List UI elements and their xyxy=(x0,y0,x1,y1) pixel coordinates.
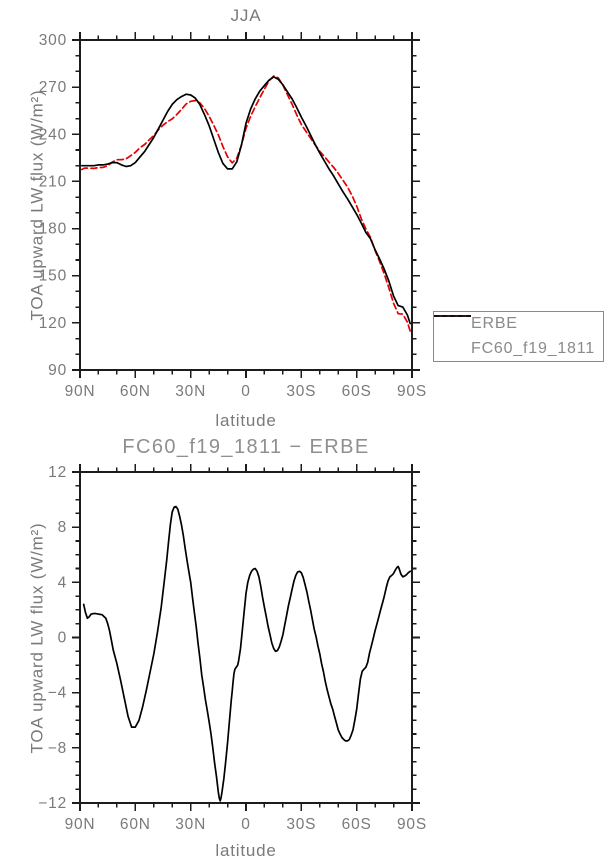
series-line-fc60-f19-1811 xyxy=(80,76,412,325)
legend-label-erbe: ERBE xyxy=(471,315,518,332)
top-x-axis-label: latitude xyxy=(215,411,277,430)
y-tick-label: −8 xyxy=(48,740,67,757)
y-tick-label: 210 xyxy=(39,173,67,190)
y-tick-label: 300 xyxy=(39,32,67,49)
plot-border xyxy=(79,471,413,804)
x-tick-label: 0 xyxy=(241,816,250,833)
legend-label-model: FC60_f19_1811 xyxy=(471,340,595,357)
x-tick-label: 90S xyxy=(397,383,427,400)
bottom-chart-title: FC60_f19_1811 − ERBE xyxy=(122,436,370,458)
model-solid-line-sample xyxy=(434,315,471,353)
top-chart-title: JJA xyxy=(230,6,262,25)
top-chart: 90N 60N 30N 0 30S 60S 90S 90 120 150 180 210 240 270 3… xyxy=(39,32,427,400)
x-tick-label: 30N xyxy=(175,816,206,833)
series-line-erbe xyxy=(80,75,412,333)
y-tick-label: −12 xyxy=(38,795,67,812)
x-tick-label: 60S xyxy=(342,816,372,833)
x-tick-label: 60N xyxy=(120,816,151,833)
y-tick-label: 0 xyxy=(58,630,67,647)
series-line-fc60-f19-1811-erbe xyxy=(82,505,412,802)
x-axis-ticks xyxy=(79,32,413,378)
y-axis-ticks xyxy=(72,39,420,371)
y-tick-label: 240 xyxy=(39,126,67,143)
y-tick-label: 120 xyxy=(39,315,67,332)
legend-line-glyph xyxy=(434,315,471,317)
legend-box: ERBE FC60_f19_1811 xyxy=(433,311,604,362)
y-axis-ticks xyxy=(72,471,420,804)
x-tick-label: 60S xyxy=(342,383,372,400)
x-axis-ticks xyxy=(79,464,413,811)
erbe-dashed-line-sample xyxy=(434,315,471,328)
y-tick-label: 12 xyxy=(48,464,67,481)
bottom-y-axis-label: TOA upward LW flux (W/m²) xyxy=(27,522,47,754)
x-tick-label: 60N xyxy=(120,383,151,400)
x-tick-label: 90S xyxy=(397,816,427,833)
x-tick-label: 90N xyxy=(65,383,96,400)
bottom-chart: 90N 60N 30N 0 30S 60S 90S −12 −8 −4 0 4 8 12 xyxy=(38,464,427,833)
x-tick-label: 0 xyxy=(241,383,250,400)
legend-row-model: FC60_f19_1811 xyxy=(434,315,603,360)
x-tick-label: 90N xyxy=(65,816,96,833)
y-tick-label: 270 xyxy=(39,79,67,96)
x-tick-label: 30S xyxy=(286,816,316,833)
y-tick-label: 90 xyxy=(48,362,67,379)
y-tick-label: 4 xyxy=(58,574,67,591)
y-tick-label: 8 xyxy=(58,519,67,536)
x-tick-label: 30N xyxy=(175,383,206,400)
y-tick-label: 150 xyxy=(39,268,67,285)
x-tick-label: 30S xyxy=(286,383,316,400)
y-tick-label: −4 xyxy=(48,685,67,702)
plot-border xyxy=(79,39,413,371)
bottom-x-axis-label: latitude xyxy=(215,841,277,860)
top-y-axis-label: TOA upward LW flux (W/m²) xyxy=(27,89,47,321)
y-tick-label: 180 xyxy=(39,221,67,238)
